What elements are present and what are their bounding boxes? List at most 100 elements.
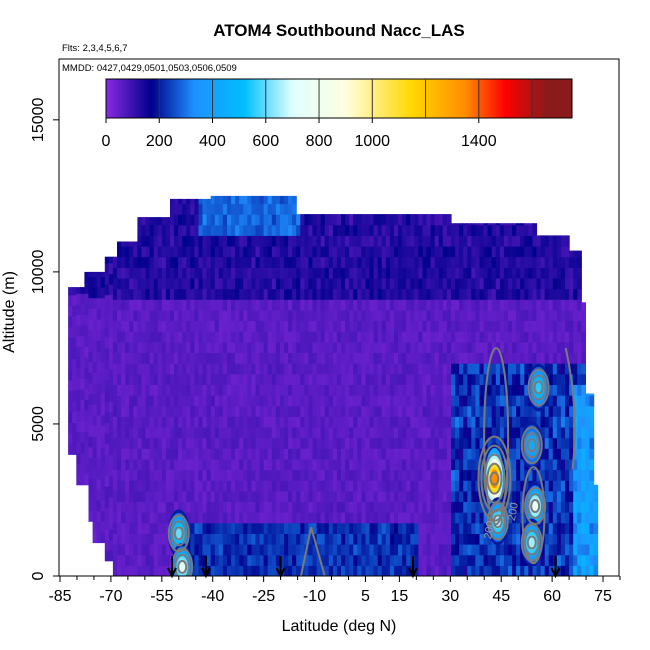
heatmap-cell: [165, 458, 171, 471]
heatmap-cell: [271, 309, 277, 322]
heatmap-cell: [320, 299, 326, 311]
heatmap-cell: [455, 309, 460, 322]
heatmap-cell: [165, 217, 171, 226]
heatmap-cell: [288, 363, 293, 375]
heatmap-cell: [573, 512, 578, 524]
heatmap-cell: [259, 267, 265, 279]
heatmap-cell: [520, 469, 525, 481]
heatmap-cell: [320, 384, 326, 396]
heatmap-cell: [402, 416, 407, 428]
heatmap-cell: [581, 533, 586, 545]
heatmap-cell: [267, 437, 273, 449]
heatmap-cell: [365, 522, 371, 534]
heatmap-cell: [231, 246, 236, 258]
heatmap-cell: [259, 299, 265, 311]
heatmap-cell: [508, 522, 513, 534]
heatmap-cell: [288, 224, 293, 236]
heatmap-cell: [422, 427, 428, 439]
heatmap-cell: [198, 458, 204, 471]
heatmap-cell: [406, 480, 411, 492]
heatmap-cell: [161, 405, 167, 417]
heatmap-cell: [88, 287, 94, 299]
heatmap-cell: [336, 469, 342, 481]
heatmap-cell: [426, 416, 432, 428]
heatmap-cell: [161, 299, 167, 311]
heatmap-cell: [206, 256, 212, 268]
heatmap-cell: [239, 544, 244, 556]
heatmap-cell: [141, 373, 147, 385]
heatmap-cell: [467, 395, 472, 407]
heatmap-cell: [499, 267, 505, 279]
heatmap-cell: [353, 416, 358, 428]
heatmap-cell: [365, 246, 371, 258]
heatmap-cell: [84, 367, 90, 379]
heatmap-cell: [84, 303, 90, 315]
heatmap-cell: [239, 448, 244, 460]
heatmap-cell: [125, 288, 130, 300]
heatmap-cell: [198, 416, 204, 428]
heatmap-cell: [455, 235, 460, 247]
heatmap-cell: [235, 363, 240, 375]
heatmap-cell: [108, 401, 114, 413]
heatmap-cell: [312, 501, 318, 513]
heatmap-cell: [487, 565, 493, 576]
heatmap-cell: [341, 544, 346, 556]
heatmap-cell: [100, 308, 106, 320]
heatmap-cell: [548, 363, 554, 375]
heatmap-cell: [190, 512, 195, 524]
heatmap-cell: [137, 416, 143, 428]
heatmap-cell: [487, 320, 493, 332]
heatmap-cell: [153, 427, 159, 439]
heatmap-cell: [80, 452, 86, 464]
heatmap-cell: [117, 405, 122, 417]
heatmap-cell: [483, 522, 489, 534]
heatmap-cell: [72, 411, 77, 423]
heatmap-cell: [349, 384, 354, 396]
heatmap-cell: [218, 246, 224, 258]
heatmap-cell: [479, 373, 485, 385]
heatmap-cell: [349, 331, 354, 343]
heatmap-cell: [206, 554, 212, 566]
heatmap-cell: [560, 469, 566, 481]
heatmap-cell: [418, 256, 424, 268]
heatmap-cell: [117, 299, 122, 311]
heatmap-cell: [552, 458, 558, 471]
heatmap-cell: [259, 469, 265, 481]
heatmap-cell: [463, 405, 468, 417]
heatmap-cell: [560, 554, 566, 566]
heatmap-cell: [573, 309, 578, 322]
heatmap-cell: [459, 341, 464, 353]
heatmap-cell: [349, 469, 354, 481]
heatmap-cell: [202, 448, 208, 460]
heatmap-cell: [149, 480, 155, 492]
heatmap-cell: [463, 235, 468, 247]
heatmap-cell: [68, 443, 73, 455]
heatmap-cell: [96, 361, 102, 373]
heatmap-cell: [125, 331, 130, 343]
heatmap-cell: [227, 331, 232, 343]
heatmap-cell: [178, 214, 183, 226]
heatmap-cell: [512, 565, 517, 576]
heatmap-cell: [341, 480, 346, 492]
heatmap-cell: [96, 446, 102, 458]
heatmap-cell: [206, 299, 212, 311]
heatmap-cell: [161, 373, 167, 385]
heatmap-cell: [536, 309, 542, 322]
heatmap-cell: [214, 437, 220, 449]
heatmap-cell: [198, 522, 204, 534]
heatmap-cell: [186, 448, 191, 460]
heatmap-cell: [174, 309, 179, 322]
heatmap-cell: [288, 480, 293, 492]
heatmap-cell: [214, 544, 220, 556]
heatmap-cell: [198, 198, 204, 205]
heatmap-cell: [243, 565, 248, 576]
heatmap-cell: [438, 256, 444, 268]
heatmap-cell: [68, 422, 73, 434]
heatmap-cell: [308, 320, 314, 332]
heatmap-cell: [308, 416, 314, 428]
heatmap-cell: [239, 490, 244, 502]
heatmap-cell: [406, 278, 411, 290]
heatmap-cell: [341, 416, 346, 428]
contour-line: [486, 502, 509, 541]
heatmap-cell: [288, 522, 293, 534]
